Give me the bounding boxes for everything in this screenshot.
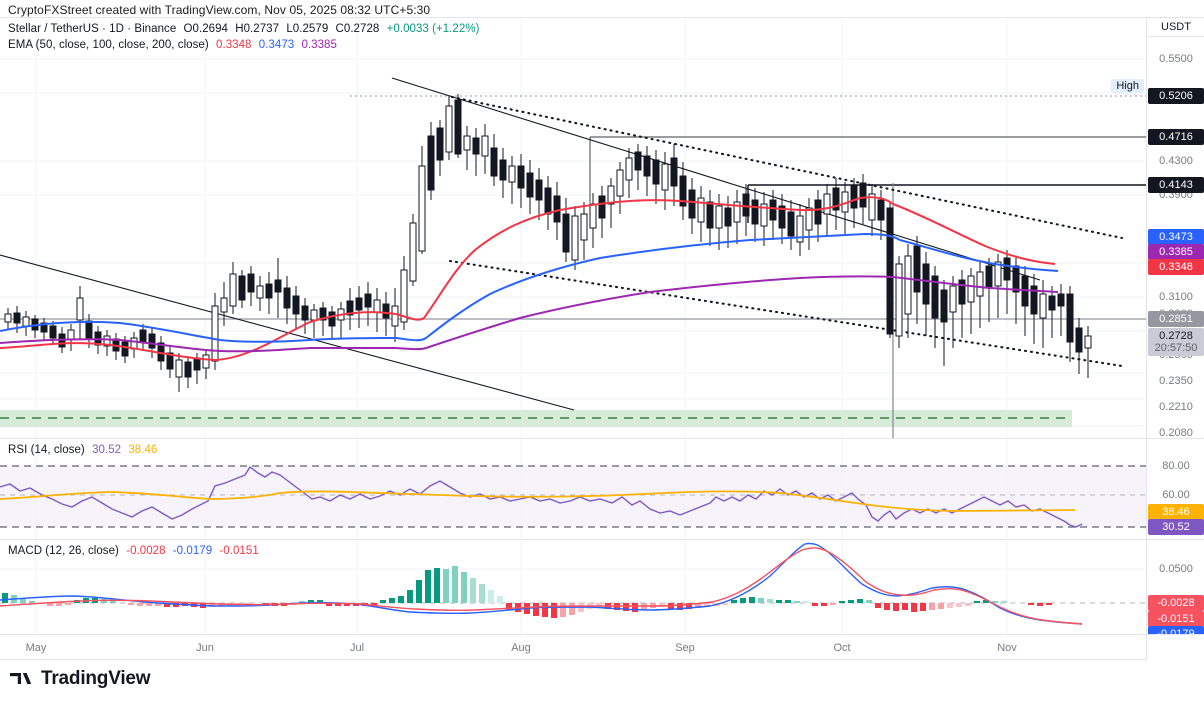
rsi-line [0, 465, 1083, 528]
ema-legend: EMA (50, close, 100, close, 200, close) … [8, 39, 337, 51]
rsi-tick-60: 60.00 [1162, 489, 1190, 501]
macd-legend: MACD (12, 26, close) -0.0028 -0.0179 -0.… [8, 545, 259, 557]
badge-ema100[interactable]: 0.3473 [1148, 229, 1204, 245]
price-legend-ohlc: Stellar / TetherUS · 1D · Binance O0.269… [8, 23, 479, 35]
badge-macd-hist[interactable]: -0.0028 [1148, 595, 1204, 611]
badge-level-0-2851[interactable]: 0.2851 [1148, 311, 1204, 327]
price-svg [0, 18, 1146, 438]
last-price-value: 0.2728 [1159, 330, 1193, 342]
time-axis[interactable]: May Jun Jul Aug Sep Oct Nov [0, 634, 1204, 660]
macd-label: MACD (12, 26, close) [8, 545, 119, 557]
rsi-ma-line [0, 490, 1076, 512]
ema100-value: 0.3473 [258, 39, 295, 51]
ema200-line [0, 275, 1059, 353]
high-value: H0.2737 [235, 23, 280, 35]
price-tick-8: 0.2350 [1159, 375, 1193, 387]
rsi-plot-area[interactable] [0, 439, 1146, 539]
price-axis[interactable]: USDT 0.5500 0.5100 0.4300 0.3900 0.3500 … [1146, 18, 1204, 438]
rsi-ma-value: 38.46 [128, 444, 158, 456]
ema-label: EMA (50, close, 100, close, 200, close) [8, 39, 209, 51]
time-tick-jun: Jun [196, 642, 214, 654]
symbol-label: Stellar / TetherUS · 1D · Binance [8, 23, 177, 35]
open-value: O0.2694 [183, 23, 228, 35]
close-value: C0.2728 [335, 23, 380, 35]
macd-line-value: -0.0179 [172, 545, 213, 557]
rsi-tick-80: 80.00 [1162, 460, 1190, 472]
badge-rsi[interactable]: 30.52 [1148, 519, 1204, 535]
badge-ema200[interactable]: 0.3385 [1148, 244, 1204, 260]
time-axis-ticks: May Jun Jul Aug Sep Oct Nov [0, 635, 1146, 660]
price-tick-9: 0.2210 [1159, 401, 1193, 413]
macd-signal-value: -0.0151 [219, 545, 259, 557]
price-plot-area[interactable] [0, 18, 1146, 438]
badge-rsi-ma[interactable]: 38.46 [1148, 504, 1204, 520]
tradingview-mark-icon [10, 673, 32, 684]
time-tick-jul: Jul [349, 642, 365, 654]
tradingview-logo[interactable]: TradingView [10, 668, 151, 690]
time-axis-corner [1146, 635, 1204, 660]
badge-resistance-0-4143[interactable]: 0.4143 [1148, 177, 1204, 193]
macd-line [0, 542, 1083, 625]
macd-plot-area[interactable] [0, 540, 1146, 634]
time-tick-oct: Oct [833, 642, 851, 654]
time-tick-aug: Aug [511, 642, 531, 654]
candlestick-series [4, 94, 1092, 392]
price-axis-unit: USDT [1147, 18, 1204, 37]
price-tick-2: 0.4300 [1159, 155, 1193, 167]
attribution-text: CryptoFXStreet created with TradingView.… [8, 3, 431, 17]
rsi-legend: RSI (14, close) 30.52 38.46 [8, 444, 157, 456]
channel-lower-trendline [448, 259, 1124, 368]
rsi-pane[interactable]: RSI (14, close) 30.52 38.46 [0, 438, 1204, 539]
rsi-value: 30.52 [92, 444, 122, 456]
macd-hist-value: -0.0028 [126, 545, 166, 557]
channel-upper-trendline [450, 95, 1124, 240]
macd-svg [0, 540, 1146, 634]
price-pane[interactable]: Stellar / TetherUS · 1D · Binance O0.269… [0, 18, 1204, 438]
badge-macd-line[interactable]: -0.0179 [1148, 626, 1204, 634]
price-tick-10: 0.2080 [1159, 427, 1193, 438]
macd-tick-0: 0.0500 [1159, 563, 1193, 575]
time-tick-sep: Sep [675, 642, 695, 654]
ema200-value: 0.3385 [301, 39, 337, 51]
macd-signal-line [0, 547, 1083, 625]
high-marker-tag: High [1111, 79, 1144, 93]
low-value: L0.2579 [286, 23, 329, 35]
price-tick-5: 0.3100 [1159, 291, 1193, 303]
badge-ema50[interactable]: 0.3348 [1148, 259, 1204, 275]
change-value: +0.0033 (+1.22%) [386, 23, 480, 35]
macd-axis[interactable]: 0.0500 -0.0028 -0.0151 -0.0179 [1146, 540, 1204, 634]
badge-last-price[interactable]: 0.2728 20:57:50 [1148, 328, 1204, 356]
macd-pane[interactable]: MACD (12, 26, close) -0.0028 -0.0179 -0.… [0, 539, 1204, 634]
badge-high-price[interactable]: 0.5206 [1148, 88, 1204, 104]
descending-trendline-right [391, 77, 1041, 281]
badge-macd-signal[interactable]: -0.0151 [1148, 611, 1204, 627]
ema50-value: 0.3348 [216, 39, 252, 51]
time-tick-nov: Nov [997, 642, 1017, 654]
rsi-svg [0, 439, 1146, 539]
countdown-timer: 20:57:50 [1154, 342, 1198, 354]
tradingview-wordmark: TradingView [41, 668, 151, 689]
macd-histogram [2, 566, 1052, 618]
rsi-axis[interactable]: 80.00 60.00 38.46 30.52 [1146, 439, 1204, 539]
descending-trendline-left [0, 254, 575, 411]
price-tick-0: 0.5500 [1159, 53, 1193, 65]
chart-frame: Stellar / TetherUS · 1D · Binance O0.269… [0, 17, 1204, 660]
badge-resistance-0-4716[interactable]: 0.4716 [1148, 129, 1204, 145]
ema100-line [0, 232, 1059, 343]
time-tick-may: May [25, 642, 47, 654]
rsi-label: RSI (14, close) [8, 444, 85, 456]
ema50-line [0, 196, 1056, 362]
